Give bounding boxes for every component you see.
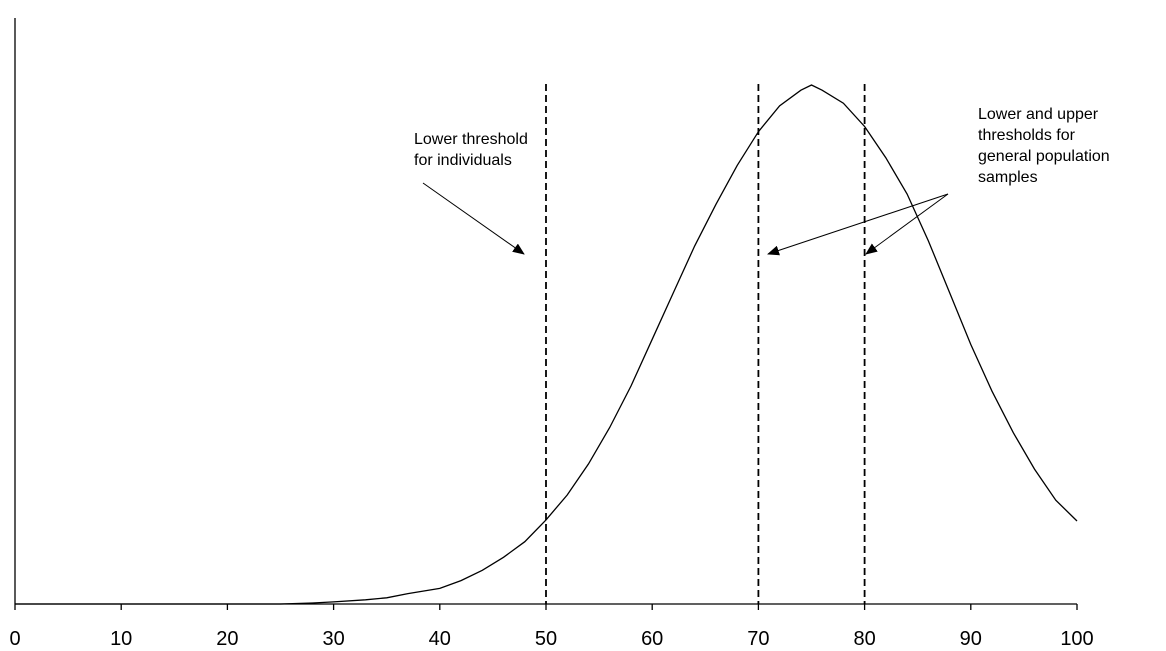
annotation-arrow: [767, 193, 949, 256]
annotation-line: Lower and upper: [978, 106, 1099, 123]
x-tick-label: 60: [641, 628, 663, 650]
x-ticks: [14, 604, 1078, 610]
x-tick-label: 20: [216, 628, 238, 650]
annotation-line: for individuals: [414, 152, 512, 169]
annotation-line: thresholds for: [978, 127, 1076, 144]
x-tick-label: 90: [960, 628, 982, 650]
x-tick-label: 40: [429, 628, 451, 650]
distribution-curve: [15, 84, 1078, 605]
x-tick-labels: 0 10 20 30 40 50 60 70 80 90 100: [9, 628, 1093, 650]
x-tick-label: 50: [535, 628, 557, 650]
x-tick-label: 80: [853, 628, 875, 650]
x-tick-label: 30: [322, 628, 344, 650]
x-tick-label: 10: [110, 628, 132, 650]
annotation-line: Lower threshold: [414, 131, 528, 148]
threshold-lines: [545, 84, 866, 604]
x-tick-label: 70: [747, 628, 769, 650]
annotation-arrow: [422, 182, 525, 255]
x-tick-label: 100: [1060, 628, 1093, 650]
annotations: Lower threshold for individuals Lower and …: [414, 106, 1110, 256]
annotation-arrow: [865, 193, 949, 255]
annotation-line: samples: [978, 169, 1038, 186]
annotation-text: Lower and upper thresholds for general pop…: [978, 106, 1110, 186]
x-tick-label: 0: [9, 628, 20, 650]
annotation-text: Lower threshold for individuals: [414, 131, 528, 169]
annotation-line: general population: [978, 148, 1110, 165]
